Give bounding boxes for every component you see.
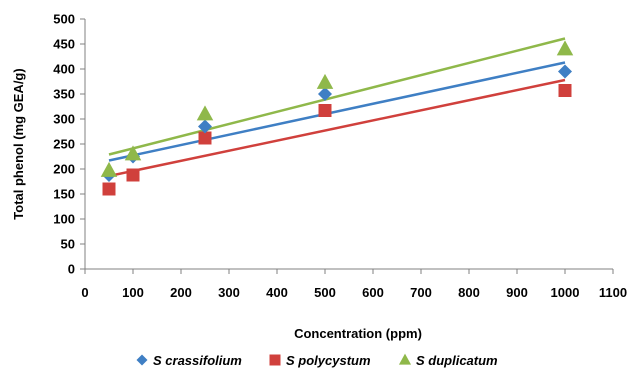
legend-label: S polycystum (286, 353, 371, 368)
legend-item: S crassifolium (136, 353, 242, 368)
data-markers (100, 40, 574, 196)
data-point (316, 73, 334, 89)
data-point (558, 64, 572, 79)
trendlines (108, 37, 566, 178)
x-tick-label: 200 (170, 285, 192, 300)
y-tick-label: 400 (53, 62, 75, 77)
y-tick-label: 200 (53, 162, 75, 177)
data-point (558, 84, 572, 97)
data-point (196, 105, 214, 121)
legend-item: S duplicatum (398, 353, 498, 368)
data-point (124, 145, 142, 161)
y-tick-label: 150 (53, 187, 75, 202)
data-point (198, 131, 212, 145)
legend-marker (136, 354, 148, 366)
y-tick-label: 0 (68, 262, 75, 277)
legend-marker (269, 354, 281, 366)
x-tick-label: 1100 (599, 285, 627, 300)
x-tick-label: 0 (81, 285, 88, 300)
y-tick-label: 450 (53, 37, 75, 52)
x-tick-label: 400 (266, 285, 288, 300)
x-tick-label: 500 (314, 285, 336, 300)
y-tick-label: 250 (53, 137, 75, 152)
trendline (108, 37, 566, 156)
x-tick-label: 300 (218, 285, 240, 300)
y-tick-label: 350 (53, 87, 75, 102)
legend-label: S crassifolium (153, 353, 242, 368)
y-tick-label: 300 (53, 112, 75, 127)
data-point (100, 161, 118, 177)
x-tick-label: 700 (410, 285, 432, 300)
x-tick-label: 800 (458, 285, 480, 300)
y-tick-label: 500 (53, 12, 75, 27)
y-tick-label: 50 (61, 237, 75, 252)
legend: S crassifolium S polycystum S duplicatum (136, 353, 498, 368)
x-tick-label: 100 (122, 285, 144, 300)
data-point (318, 87, 332, 101)
data-point (556, 40, 574, 56)
trendline (108, 78, 566, 178)
data-point (318, 104, 332, 117)
legend-label: S duplicatum (416, 353, 498, 368)
y-tick-label: 100 (53, 212, 75, 227)
trendline (108, 61, 566, 162)
legend-marker (398, 353, 412, 365)
x-axis-title: Concentration (ppm) (294, 326, 422, 341)
data-point (198, 119, 212, 134)
axes: 0 50 100 150 200 250 300 350 400 450 500 0 100 200 300… (53, 12, 627, 301)
x-tick-label: 1000 (551, 285, 580, 300)
x-tick-label: 900 (506, 285, 528, 300)
y-axis-title: Total phenol (mg GEA/g) (11, 68, 26, 219)
data-point (126, 168, 140, 182)
x-tick-label: 600 (362, 285, 384, 300)
data-point (102, 182, 116, 196)
legend-item: S polycystum (269, 353, 371, 368)
